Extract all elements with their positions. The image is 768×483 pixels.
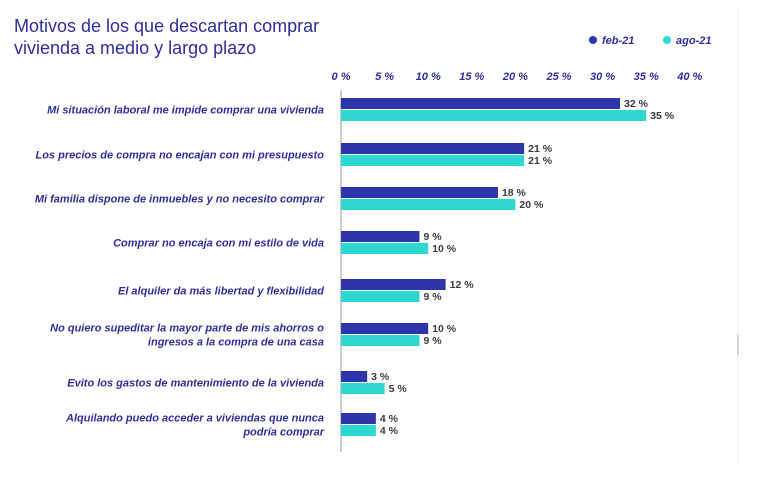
- category-label: Comprar no encaja con mi estilo de vida: [113, 238, 324, 250]
- x-tick-label: 35 %: [634, 71, 659, 83]
- category-labels: Mi situación laboral me impide comprar u…: [35, 105, 325, 439]
- x-axis: 0 % 5 % 10 % 15 % 20 % 25 % 30 % 35 % 40 %: [332, 71, 703, 452]
- bar-feb-21: [341, 231, 420, 242]
- bar-value-label: 20 %: [519, 199, 544, 211]
- bar-value-label: 12 %: [450, 279, 475, 291]
- bar-ago-21: [341, 199, 516, 210]
- bar-feb-21: [341, 279, 446, 290]
- bar-value-label: 3 %: [371, 371, 390, 383]
- bar-ago-21: [341, 110, 647, 121]
- bar-feb-21: [341, 371, 368, 382]
- bar-feb-21: [341, 413, 376, 424]
- bar-value-label: 21 %: [528, 155, 553, 167]
- bar-value-label: 10 %: [432, 243, 457, 255]
- bar-ago-21: [341, 383, 385, 394]
- bar-value-label: 21 %: [528, 143, 553, 155]
- bar-value-label: 5 %: [389, 383, 408, 395]
- category-label: Evito los gastos de mantenimiento de la …: [67, 378, 324, 390]
- category-label: No quiero supeditar la mayor parte de mi…: [50, 323, 324, 335]
- x-tick-label: 10 %: [416, 71, 441, 83]
- bar-value-label: 9 %: [423, 291, 442, 303]
- bar-value-label: 35 %: [650, 110, 675, 122]
- x-tick-label: 5 %: [375, 71, 394, 83]
- x-tick-label: 15 %: [459, 71, 484, 83]
- category-label: Mi familia dispone de inmuebles y no nec…: [35, 194, 325, 206]
- x-tick-label: 0 %: [332, 71, 351, 83]
- category-label: Alquilando puedo acceder a viviendas que…: [65, 413, 324, 425]
- category-label: ingresos a la compra de una casa: [148, 337, 324, 349]
- chart-title-line-2: vivienda a medio y largo plazo: [14, 38, 256, 58]
- legend-marker-ago-21: [663, 36, 671, 44]
- bar-feb-21: [341, 98, 621, 109]
- bar-value-label: 4 %: [380, 413, 399, 425]
- bar-value-label: 9 %: [423, 335, 442, 347]
- category-label: podría comprar: [242, 427, 324, 439]
- x-tick-label: 25 %: [545, 71, 571, 83]
- bar-value-label: 10 %: [432, 323, 457, 335]
- bar-ago-21: [341, 335, 420, 346]
- bar-feb-21: [341, 187, 498, 198]
- bar-ago-21: [341, 243, 429, 254]
- category-label: El alquiler da más libertad y flexibilid…: [118, 286, 324, 298]
- bar-feb-21: [341, 143, 525, 154]
- bar-value-label: 9 %: [423, 231, 442, 243]
- chart-title-line-1: Motivos de los que descartan comprar: [14, 16, 319, 36]
- x-tick-label: 20 %: [502, 71, 528, 83]
- legend-marker-feb-21: [589, 36, 597, 44]
- bar-value-label: 18 %: [502, 187, 527, 199]
- legend-label-feb-21: feb-21: [602, 35, 634, 47]
- bars: 32 %35 %21 %21 %18 %20 %9 %10 %12 %9 %10…: [341, 98, 675, 437]
- legend: feb-21 ago-21: [589, 35, 711, 47]
- legend-label-ago-21: ago-21: [676, 35, 711, 47]
- bar-ago-21: [341, 155, 525, 166]
- bar-feb-21: [341, 323, 429, 334]
- category-label: Los precios de compra no encajan con mi …: [35, 150, 324, 162]
- x-tick-label: 30 %: [590, 71, 615, 83]
- bar-ago-21: [341, 291, 420, 302]
- x-tick-label: 40 %: [676, 71, 702, 83]
- bar-value-label: 4 %: [380, 425, 399, 437]
- category-label: Mi situación laboral me impide comprar u…: [47, 105, 324, 117]
- bar-value-label: 32 %: [624, 98, 649, 110]
- bar-ago-21: [341, 425, 376, 436]
